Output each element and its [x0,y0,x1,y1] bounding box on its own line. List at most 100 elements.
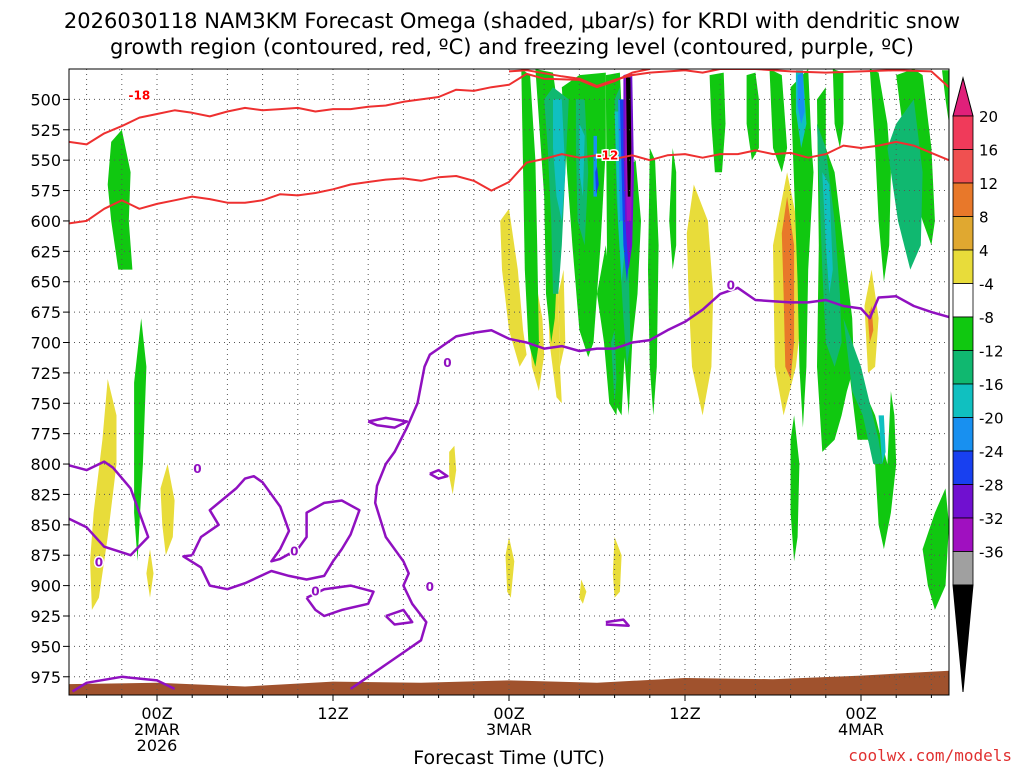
y-tick-label: 725 [30,364,61,383]
chart-title-line-2: growth region (contoured, red, ºC) and f… [110,35,914,59]
y-tick-label: 550 [30,151,61,170]
colorbar-label: 4 [979,242,989,260]
omega-region-pos4 [449,445,457,495]
colorbar-label: -24 [979,443,1004,461]
contour-label: 0 [289,543,300,560]
contour-line [69,69,651,146]
contour-label-text: 0 [443,356,451,370]
omega-region-pos4 [612,537,622,598]
colorbar-label: -20 [979,410,1004,428]
omega-region-neg12 [579,123,585,197]
colorbar-label: 8 [979,209,989,227]
x-axis-label: Forecast Time (UTC) [413,747,604,768]
y-tick-label: 750 [30,394,61,413]
y-tick-label: 600 [30,212,61,231]
contour-line [71,675,176,693]
colorbar-label: -12 [979,343,1004,361]
y-tick-label: 825 [30,485,61,504]
omega-region-pos4 [90,379,117,610]
contour-line [349,329,510,690]
y-tick-label: 500 [30,90,61,109]
contour-label-text: -12 [597,148,619,162]
y-tick-label: 575 [30,182,61,201]
y-tick-label: 525 [30,121,61,140]
x-tick-label: 00Z [493,704,524,723]
omega-region-pos4 [558,269,566,367]
contour-line [605,618,630,627]
omega-region-neg4 [769,69,788,173]
colorbar-label: -28 [979,477,1004,495]
terrain-layer [69,670,949,695]
contour-line [305,584,375,618]
omega-region-pos4 [505,537,515,598]
omega-region-neg4 [790,69,814,428]
contour-layer [69,69,949,693]
contour-label: 0 [93,554,104,571]
contour-label: 0 [442,355,453,372]
contour-label-text: 0 [426,580,434,594]
omega-region-neg4 [521,69,539,367]
contour-label-text: 0 [311,585,319,599]
colorbar-swatch [952,283,974,318]
omega-region-neg4 [922,488,949,610]
colorbar-swatch [952,115,974,150]
omega-region-neg4 [832,69,844,148]
colorbar-swatch [952,149,974,184]
omega-region-pos12 [781,196,795,379]
terrain-fill [69,670,949,695]
colorbar-swatch [952,551,974,586]
contour-label-text: 0 [95,556,103,570]
contour-line [508,286,949,353]
colorbar-label: 12 [979,175,998,193]
omega-region-neg4 [669,148,677,270]
contour-label-text: 0 [290,545,298,559]
colorbar-swatch [952,350,974,385]
colorbar-top-arrow [952,76,974,117]
omega-region-neg12 [878,415,886,464]
y-tick-label: 650 [30,273,61,292]
contour-label-text: 0 [727,278,735,292]
omega-region-neg16 [797,72,805,124]
colorbar-swatch [952,182,974,217]
contour-label: 0 [192,460,203,477]
colorbar-swatch [952,216,974,251]
omega-region-neg4 [597,245,619,416]
y-tick-label: 800 [30,455,61,474]
omega-region-neg4 [790,415,800,562]
y-tick-label: 950 [30,637,61,656]
colorbar-label: -4 [979,276,994,294]
chart-title-line-1: 2026030118 NAM3KM Forecast Omega (shaded… [64,9,960,33]
y-tick-label: 900 [30,577,61,596]
colorbar-label: -16 [979,376,1004,394]
x-tick-label: 00Z [141,704,172,723]
omega-region-neg4 [848,366,897,550]
colorbar-swatch [952,450,974,485]
colorbar-label: -8 [979,309,994,327]
contour-line [69,460,150,557]
contour-line [69,140,949,225]
omega-region-pos4 [160,464,175,556]
y-tick-label: 925 [30,607,61,626]
colorbar-swatch [952,316,974,351]
x-tick-label: 3MAR [486,720,532,739]
y-tick-label: 875 [30,546,61,565]
y-axis: 500 525 550 575 600 625 650 675 700 725 750 775 800 8… [30,90,69,687]
contour-label: 0 [310,583,321,600]
gridlines [69,69,949,695]
omega-region-neg20 [595,166,599,195]
x-tick-label: 4MAR [838,720,884,739]
x-tick-label: 2026 [137,736,178,755]
omega-region-neg4 [709,72,726,173]
x-tick-label: 12Z [317,704,348,723]
colorbar-swatch [952,517,974,552]
contour-label: -12 [595,147,620,164]
contour-label-text: 0 [193,462,201,476]
omega-region-neg36 [626,77,632,197]
colorbar-label: 16 [979,142,998,160]
plot-area: -18 -12 0 0 0 0 0 0 0 [68,68,950,696]
omega-region-neg12 [822,172,833,294]
y-tick-label: 975 [30,668,61,687]
omega-region-neg8 [843,318,883,464]
omega-region-neg4 [134,318,147,562]
x-tick-label: 00Z [845,704,876,723]
